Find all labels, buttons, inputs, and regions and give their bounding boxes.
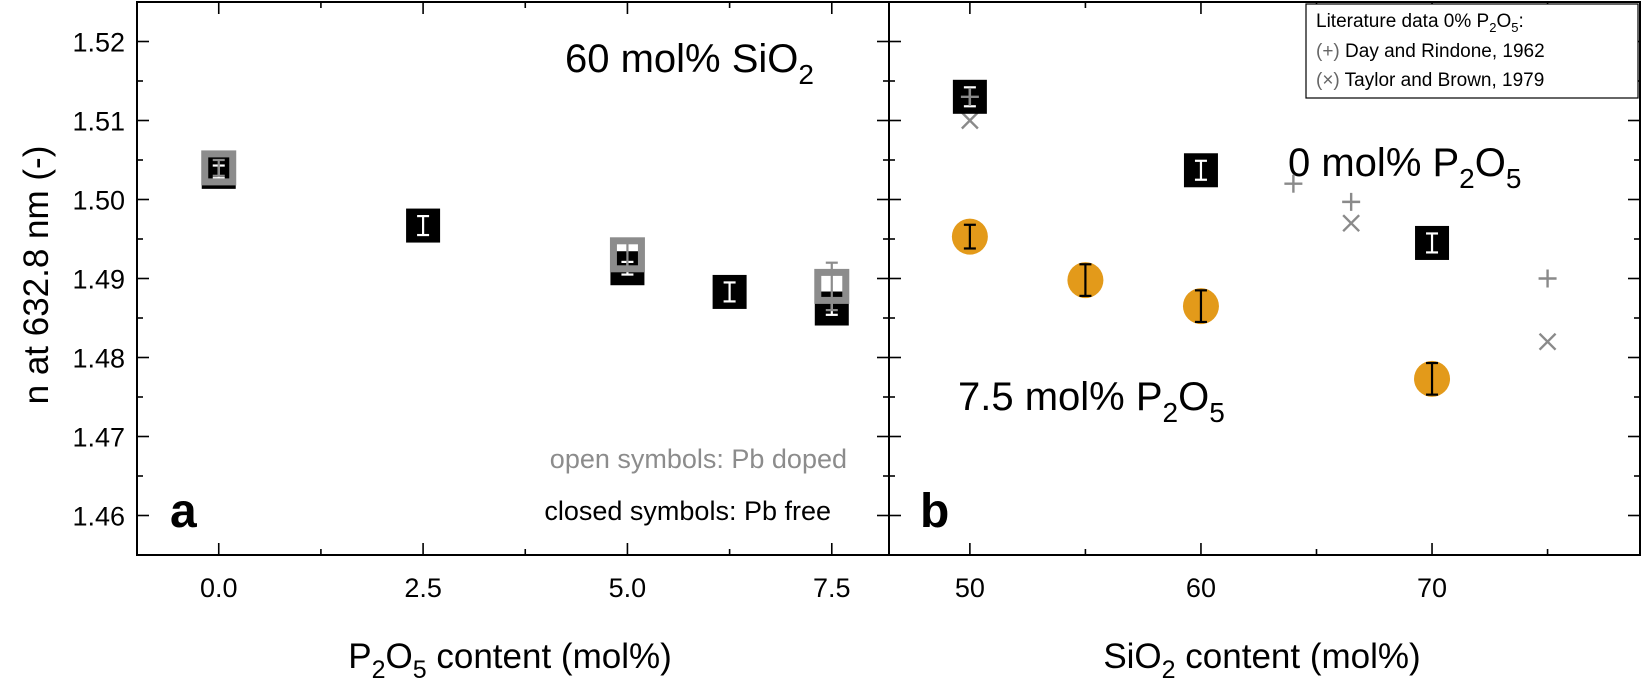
- panel-b-letter: b: [920, 485, 949, 538]
- point-open-square: [201, 150, 237, 186]
- series-7-5mol-label: 7.5 mol% P2O5: [958, 375, 1225, 428]
- y-tick-label: 1.52: [72, 28, 125, 58]
- point-cross-2: [961, 111, 979, 130]
- y-axis-label: n at 632.8 nm (-): [17, 146, 56, 405]
- x-tick-label-a: 7.5: [813, 573, 851, 603]
- panel-a-letter: a: [170, 485, 197, 538]
- panel-a-x-axis-label: P2O5 content (mol%): [348, 637, 672, 683]
- y-tick-label: 1.51: [72, 107, 125, 137]
- literature-legend-box: [1305, 3, 1639, 99]
- x-tick-label-a: 0.0: [200, 573, 238, 603]
- x-tick-label-b: 60: [1186, 573, 1216, 603]
- literature-legend-title: Literature data 0% P2O5:: [1316, 11, 1524, 35]
- x-tick-label-b: 50: [955, 573, 985, 603]
- series-0mol-label: 0 mol% P2O5: [1288, 141, 1521, 194]
- y-tick-label: 1.48: [72, 344, 125, 374]
- x-tick-label-b: 70: [1417, 573, 1447, 603]
- x-tick-label-a: 2.5: [404, 573, 442, 603]
- literature-legend: Literature data 0% P2O5: (+) Day and Rin…: [1305, 3, 1639, 99]
- literature-entry-day-rindone: (+) Day and Rindone, 1962: [1316, 41, 1545, 62]
- legend-closed-symbols: closed symbols: Pb free: [544, 496, 831, 526]
- tick-labels: 1.46 1.47 1.48 1.49 1.50 1.51 1.52 0.0 2.5 5.0 7.5…: [72, 28, 1447, 604]
- panel-b-x-axis-label: SiO2 content (mol%): [1103, 637, 1420, 683]
- x-tick-label-a: 5.0: [609, 573, 647, 603]
- data-marks: [201, 79, 1557, 397]
- tick-marks: [137, 2, 1640, 556]
- y-tick-label: 1.49: [72, 265, 125, 295]
- y-tick-label: 1.50: [72, 186, 125, 216]
- literature-entry-taylor-brown: (×) Taylor and Brown, 1979: [1316, 70, 1544, 91]
- point-cross-2: [1342, 214, 1361, 233]
- point-cross-2: [1538, 332, 1557, 351]
- y-tick-label: 1.47: [72, 423, 125, 453]
- panel-a-composition-label: 60 mol% SiO2: [565, 37, 814, 90]
- y-tick-label: 1.46: [72, 502, 125, 532]
- legend-open-symbols: open symbols: Pb doped: [550, 444, 847, 474]
